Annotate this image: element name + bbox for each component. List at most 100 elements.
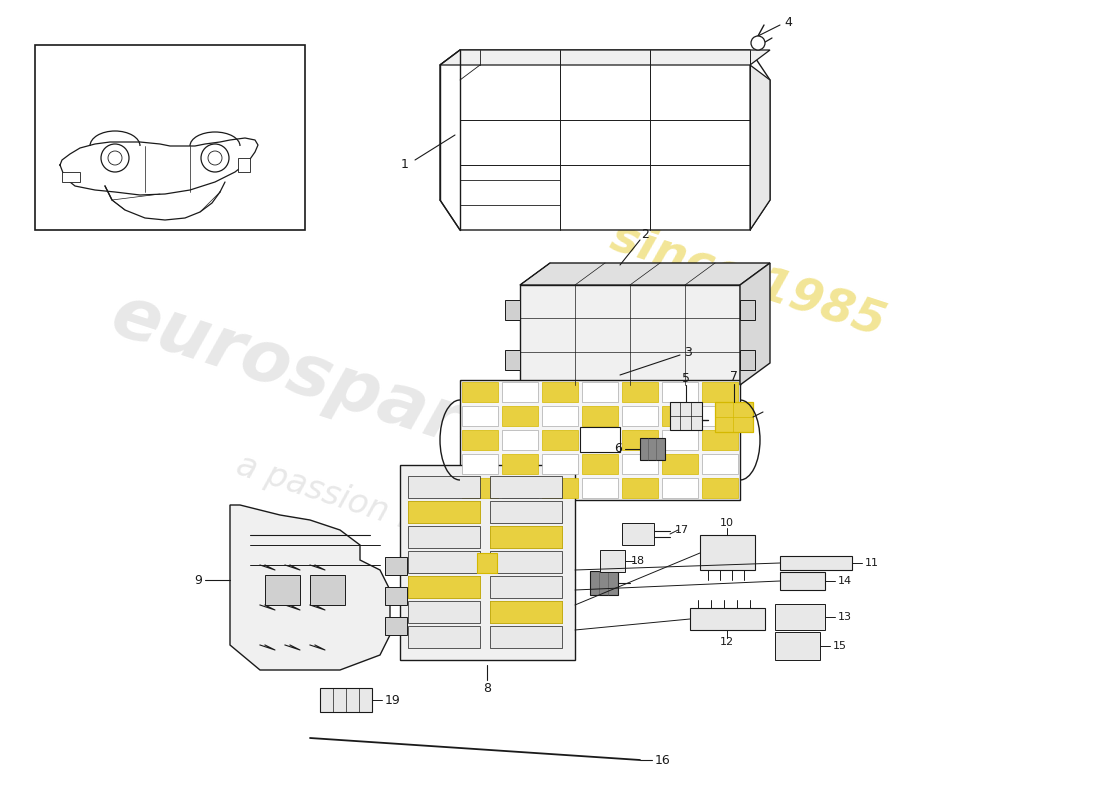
Text: 1: 1 xyxy=(402,158,409,171)
Bar xyxy=(621,523,654,545)
Bar xyxy=(408,501,480,523)
Bar xyxy=(385,587,407,605)
Bar xyxy=(621,382,658,402)
Bar xyxy=(776,604,825,630)
Polygon shape xyxy=(750,65,770,230)
Bar xyxy=(662,430,698,450)
Bar xyxy=(502,478,538,498)
Bar xyxy=(542,454,578,474)
Bar xyxy=(582,406,618,426)
Text: 4: 4 xyxy=(784,15,792,29)
Bar xyxy=(408,576,480,598)
Bar xyxy=(505,350,520,370)
Bar xyxy=(462,382,498,402)
Polygon shape xyxy=(740,263,770,385)
Bar xyxy=(542,382,578,402)
Bar xyxy=(502,430,538,450)
Bar xyxy=(662,382,698,402)
Text: 19: 19 xyxy=(385,694,400,706)
Text: 9: 9 xyxy=(194,574,202,586)
Text: a passion for parts: a passion for parts xyxy=(232,448,538,576)
Bar xyxy=(740,300,755,320)
Bar xyxy=(408,576,480,598)
Bar xyxy=(460,380,740,500)
Bar xyxy=(490,476,562,498)
Bar xyxy=(408,551,480,573)
Polygon shape xyxy=(440,50,770,65)
Bar xyxy=(542,406,578,426)
Bar xyxy=(490,526,562,548)
Bar xyxy=(385,617,407,635)
Bar xyxy=(502,382,538,402)
Bar xyxy=(490,551,562,573)
Bar xyxy=(542,430,578,450)
Bar xyxy=(408,601,480,623)
Bar xyxy=(502,454,538,474)
Bar xyxy=(462,478,498,498)
Bar xyxy=(582,478,618,498)
Circle shape xyxy=(208,151,222,165)
Bar xyxy=(621,406,658,426)
Bar xyxy=(462,430,498,450)
Text: 12: 12 xyxy=(719,637,734,647)
Bar xyxy=(640,438,666,460)
Bar xyxy=(490,501,562,523)
Bar xyxy=(490,601,562,623)
Text: 3: 3 xyxy=(684,346,692,358)
Bar xyxy=(502,406,538,426)
Text: 2: 2 xyxy=(641,229,649,242)
Polygon shape xyxy=(230,505,390,670)
Text: 15: 15 xyxy=(833,641,847,651)
Text: 13: 13 xyxy=(838,612,853,622)
Bar xyxy=(542,478,578,498)
Text: 5: 5 xyxy=(682,371,690,385)
Circle shape xyxy=(108,151,122,165)
Polygon shape xyxy=(520,263,770,285)
Text: 17: 17 xyxy=(675,525,689,535)
Bar xyxy=(238,158,250,172)
Text: 7: 7 xyxy=(730,370,738,383)
Bar xyxy=(621,454,658,474)
Text: 14: 14 xyxy=(838,576,853,586)
Bar xyxy=(490,626,562,648)
Bar xyxy=(700,535,755,570)
Circle shape xyxy=(101,144,129,172)
Bar xyxy=(780,572,825,590)
Bar xyxy=(490,526,562,548)
Bar xyxy=(265,575,300,605)
Bar xyxy=(408,501,480,523)
Bar xyxy=(621,478,658,498)
Bar xyxy=(462,406,498,426)
Bar xyxy=(490,576,562,598)
Text: eurospares: eurospares xyxy=(102,281,558,487)
Bar xyxy=(35,45,305,230)
Bar xyxy=(670,402,702,430)
Bar xyxy=(776,632,820,660)
Bar xyxy=(715,402,754,432)
Bar xyxy=(490,601,562,623)
Bar xyxy=(780,556,852,570)
Bar xyxy=(662,406,698,426)
Bar xyxy=(662,454,698,474)
Text: 6: 6 xyxy=(614,442,622,455)
Bar xyxy=(400,465,575,660)
Bar xyxy=(702,430,738,450)
Bar xyxy=(702,406,738,426)
Bar xyxy=(621,430,658,450)
Bar xyxy=(740,350,755,370)
Bar xyxy=(662,478,698,498)
Bar xyxy=(702,478,738,498)
Bar xyxy=(520,285,740,385)
Bar xyxy=(320,688,372,712)
Text: 10: 10 xyxy=(720,518,734,528)
Polygon shape xyxy=(440,50,770,230)
Bar xyxy=(62,172,80,182)
Text: since 1985: since 1985 xyxy=(605,214,891,346)
Bar xyxy=(385,557,407,575)
Bar xyxy=(582,454,618,474)
Bar xyxy=(702,454,738,474)
Text: 11: 11 xyxy=(865,558,879,568)
Bar xyxy=(690,608,764,630)
Bar xyxy=(477,553,497,573)
Text: 18: 18 xyxy=(631,556,645,566)
